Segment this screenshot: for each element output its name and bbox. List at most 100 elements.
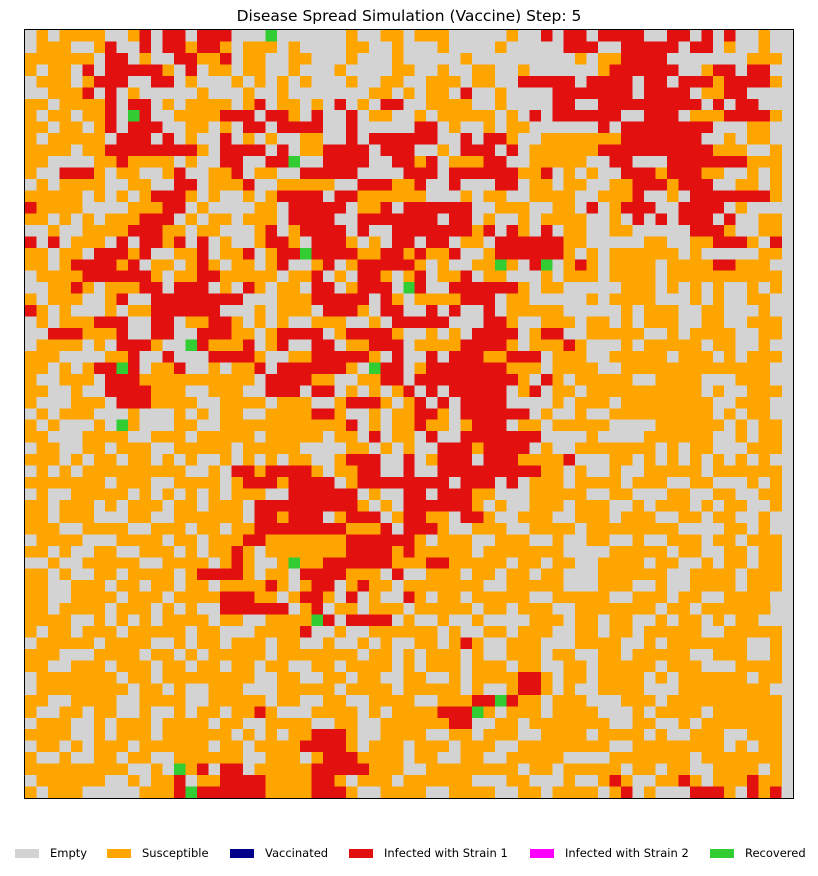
cell-infected-with-strain-1 bbox=[506, 328, 519, 340]
cell-unknown bbox=[47, 213, 60, 226]
cell-unknown bbox=[701, 465, 714, 478]
cell-susceptible bbox=[70, 408, 83, 420]
cell-unknown bbox=[529, 133, 542, 145]
cell-susceptible bbox=[529, 156, 542, 168]
cell-susceptible bbox=[517, 385, 530, 398]
cell-unknown bbox=[666, 568, 679, 581]
cell-susceptible bbox=[414, 110, 427, 122]
cell-susceptible bbox=[575, 614, 587, 627]
cell-unknown bbox=[139, 648, 152, 661]
cell-unknown bbox=[311, 305, 324, 317]
cell-unknown bbox=[139, 167, 152, 180]
cell-unknown bbox=[128, 328, 140, 340]
cell-infected-with-strain-1 bbox=[185, 144, 198, 157]
cell-unknown bbox=[632, 614, 645, 627]
cell-susceptible bbox=[70, 534, 83, 547]
cell-susceptible bbox=[47, 637, 60, 650]
cell-susceptible bbox=[288, 786, 301, 798]
cell-susceptible bbox=[242, 373, 255, 386]
cell-unknown bbox=[36, 786, 49, 798]
cell-unknown bbox=[357, 706, 370, 719]
cell-susceptible bbox=[116, 614, 129, 627]
cell-infected-with-strain-1 bbox=[403, 236, 415, 249]
cell-infected-with-strain-1 bbox=[265, 522, 278, 535]
cell-susceptible bbox=[540, 671, 553, 684]
cell-infected-with-strain-1 bbox=[219, 30, 232, 42]
cell-unknown bbox=[403, 740, 415, 753]
cell-susceptible bbox=[598, 603, 610, 615]
cell-unknown bbox=[82, 706, 95, 719]
cell-unknown bbox=[655, 603, 668, 615]
cell-unknown bbox=[552, 763, 564, 776]
cell-susceptible bbox=[563, 706, 576, 719]
cell-susceptible bbox=[575, 144, 587, 157]
cell-susceptible bbox=[116, 637, 129, 650]
cell-susceptible bbox=[70, 637, 83, 650]
cell-unknown bbox=[552, 30, 564, 42]
cell-susceptible bbox=[414, 259, 427, 271]
cell-susceptible bbox=[219, 213, 232, 226]
cell-unknown bbox=[357, 740, 370, 753]
cell-susceptible bbox=[174, 534, 186, 547]
cell-susceptible bbox=[208, 648, 221, 661]
cell-infected-with-strain-1 bbox=[460, 511, 473, 524]
cell-susceptible bbox=[151, 339, 163, 352]
cell-unknown bbox=[609, 706, 622, 719]
cell-unknown bbox=[380, 167, 393, 180]
cell-unknown bbox=[483, 30, 496, 42]
cell-susceptible bbox=[368, 626, 381, 638]
cell-unknown bbox=[93, 637, 106, 650]
cell-unknown bbox=[437, 167, 450, 180]
cell-susceptible bbox=[25, 706, 37, 719]
cell-susceptible bbox=[288, 763, 301, 776]
cell-unknown bbox=[403, 41, 415, 54]
cell-susceptible bbox=[758, 350, 771, 363]
cell-susceptible bbox=[712, 683, 725, 696]
cell-unknown bbox=[758, 282, 771, 294]
cell-unknown bbox=[36, 133, 49, 145]
cell-infected-with-strain-1 bbox=[265, 511, 278, 524]
cell-unknown bbox=[288, 167, 301, 180]
cell-infected-with-strain-1 bbox=[231, 775, 244, 787]
cell-susceptible bbox=[770, 75, 782, 88]
cell-infected-with-strain-1 bbox=[414, 224, 427, 237]
cell-unknown bbox=[162, 534, 175, 547]
cell-unknown bbox=[655, 30, 668, 42]
cell-infected-with-strain-1 bbox=[151, 224, 163, 237]
cell-susceptible bbox=[105, 328, 117, 340]
cell-susceptible bbox=[689, 568, 702, 581]
cell-susceptible bbox=[208, 626, 221, 638]
cell-unknown bbox=[254, 293, 266, 306]
cell-unknown bbox=[128, 75, 140, 88]
cell-unknown bbox=[712, 247, 725, 260]
cell-infected-with-strain-1 bbox=[655, 75, 668, 88]
cell-unknown bbox=[426, 614, 438, 627]
cell-susceptible bbox=[598, 373, 610, 386]
cell-unknown bbox=[403, 98, 415, 111]
cell-susceptible bbox=[666, 626, 679, 638]
cell-susceptible bbox=[632, 717, 645, 730]
cell-susceptible bbox=[655, 167, 668, 180]
cell-unknown bbox=[540, 534, 553, 547]
cell-susceptible bbox=[575, 419, 587, 432]
cell-infected-with-strain-1 bbox=[678, 98, 691, 111]
cell-infected-with-strain-1 bbox=[151, 213, 163, 226]
cell-unknown bbox=[300, 110, 312, 122]
cell-unknown bbox=[25, 442, 37, 455]
cell-infected-with-strain-1 bbox=[185, 282, 198, 294]
cell-recovered bbox=[403, 282, 415, 294]
cell-unknown bbox=[334, 110, 347, 122]
cell-unknown bbox=[47, 488, 60, 501]
cell-unknown bbox=[540, 637, 553, 650]
cell-unknown bbox=[472, 316, 484, 329]
cell-infected-with-strain-1 bbox=[368, 282, 381, 294]
cell-infected-with-strain-1 bbox=[277, 247, 289, 260]
cell-unknown bbox=[586, 213, 599, 226]
cell-susceptible bbox=[460, 603, 473, 615]
cell-susceptible bbox=[655, 362, 668, 375]
cell-unknown bbox=[621, 110, 633, 122]
cell-susceptible bbox=[506, 121, 519, 134]
cell-infected-with-strain-1 bbox=[380, 362, 393, 375]
cell-unknown bbox=[506, 511, 519, 524]
cell-unknown bbox=[770, 591, 782, 604]
